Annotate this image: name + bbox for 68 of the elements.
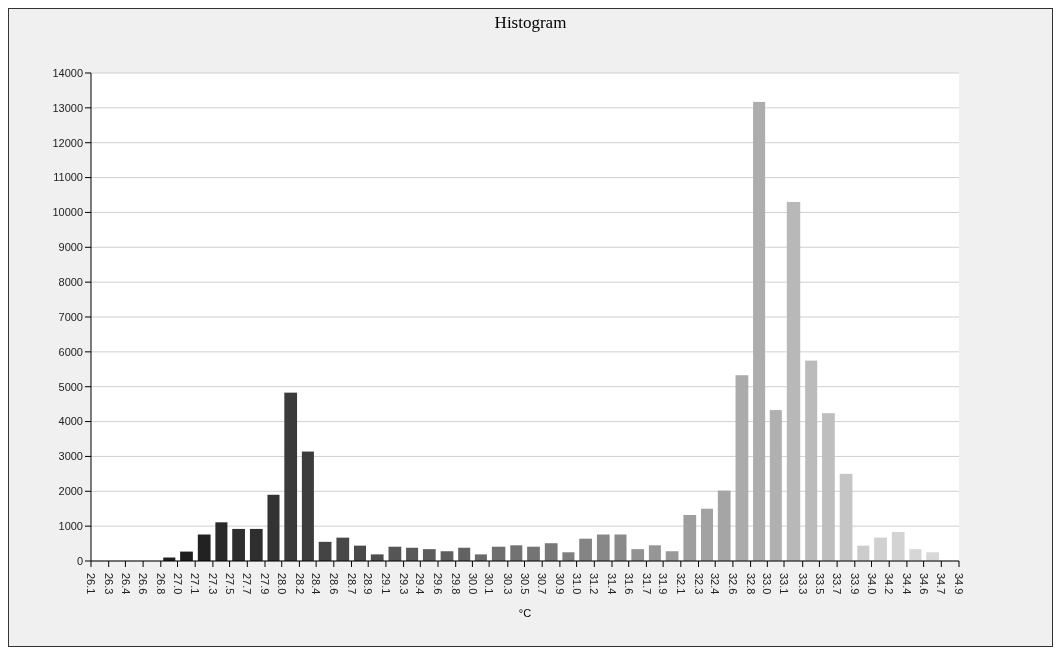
x-tick-label: 28.2 [293,573,306,595]
y-tick-label: 14000 [52,66,83,79]
x-tick-label: 27.9 [259,573,272,595]
y-tick-label: 3000 [58,450,83,463]
y-tick-label: 10000 [52,206,83,219]
x-tick-label: 32.1 [674,573,687,595]
y-tick-label: 12000 [52,136,83,149]
x-tick-label: 30.9 [554,573,567,595]
x-tick-label: 29.4 [414,573,427,595]
x-tick-label: 34.4 [901,573,914,595]
x-tick-label: 31.4 [606,573,619,595]
x-tick-label: 26.6 [137,573,150,595]
x-tick-label: 34.9 [953,573,966,595]
x-tick-label: 34.0 [865,573,878,595]
x-tick-label: 33.1 [778,573,791,595]
x-tick-label: 28.0 [275,573,288,595]
x-tick-label: 30.1 [483,573,496,595]
x-tick-label: 31.2 [588,573,601,595]
x-tick-label: 29.6 [432,573,445,595]
y-tick-label: 9000 [58,241,83,254]
x-tick-label: 32.4 [709,573,722,595]
x-tick-label: 31.7 [640,573,653,595]
x-tick-label: 26.4 [119,573,132,595]
x-tick-label: 34.7 [935,573,948,595]
x-tick-label: 32.3 [692,573,705,595]
x-tick-label: 27.5 [223,573,236,595]
x-tick-label: 31.0 [570,573,583,595]
x-tick-label: 27.0 [171,573,184,595]
x-tick-label: 33.5 [813,573,826,595]
x-tick-label: 30.5 [518,573,531,595]
x-tick-label: 27.1 [189,573,202,595]
x-tick-label: 29.3 [397,573,410,595]
x-tick-label: 26.1 [85,573,98,595]
y-tick-label: 4000 [58,415,83,428]
y-tick-label: 8000 [58,276,83,289]
x-tick-label: 33.7 [831,573,844,595]
x-tick-label: 33.0 [761,573,774,595]
x-tick-label: 31.9 [657,573,670,595]
x-tick-label: 32.8 [744,573,757,595]
x-tick-label: 29.8 [449,573,462,595]
x-tick-label: 31.6 [622,573,635,595]
x-tick-label: 33.9 [848,573,861,595]
x-tick-label: 34.6 [917,573,930,595]
x-tick-label: 28.6 [327,573,340,595]
x-tick-label: 34.2 [883,573,896,595]
y-tick-label: 2000 [58,485,83,498]
y-tick-label: 11000 [53,171,83,184]
x-tick-label: 28.9 [362,573,375,595]
y-tick-label: 1000 [58,520,83,533]
x-tick-label: 27.7 [241,573,254,595]
x-tick-label: 26.3 [102,573,115,595]
x-axis-title: °C [517,607,533,619]
y-tick-label: 13000 [52,101,83,114]
y-tick-label: 6000 [58,345,83,358]
x-tick-label: 29.1 [380,573,393,595]
x-tick-label: 26.8 [154,573,167,595]
y-tick-label: 5000 [58,380,83,393]
y-tick-label: 7000 [58,310,83,323]
x-tick-label: 30.0 [466,573,479,595]
x-tick-label: 32.6 [727,573,740,595]
x-tick-label: 27.3 [207,573,220,595]
x-tick-label: 28.7 [345,573,358,595]
x-tick-label: 30.3 [501,573,514,595]
chart-title: Histogram [493,12,568,34]
x-tick-label: 28.4 [310,573,323,595]
y-tick-label: 0 [76,554,83,567]
x-tick-label: 33.3 [796,573,809,595]
x-tick-label: 30.7 [536,573,549,595]
